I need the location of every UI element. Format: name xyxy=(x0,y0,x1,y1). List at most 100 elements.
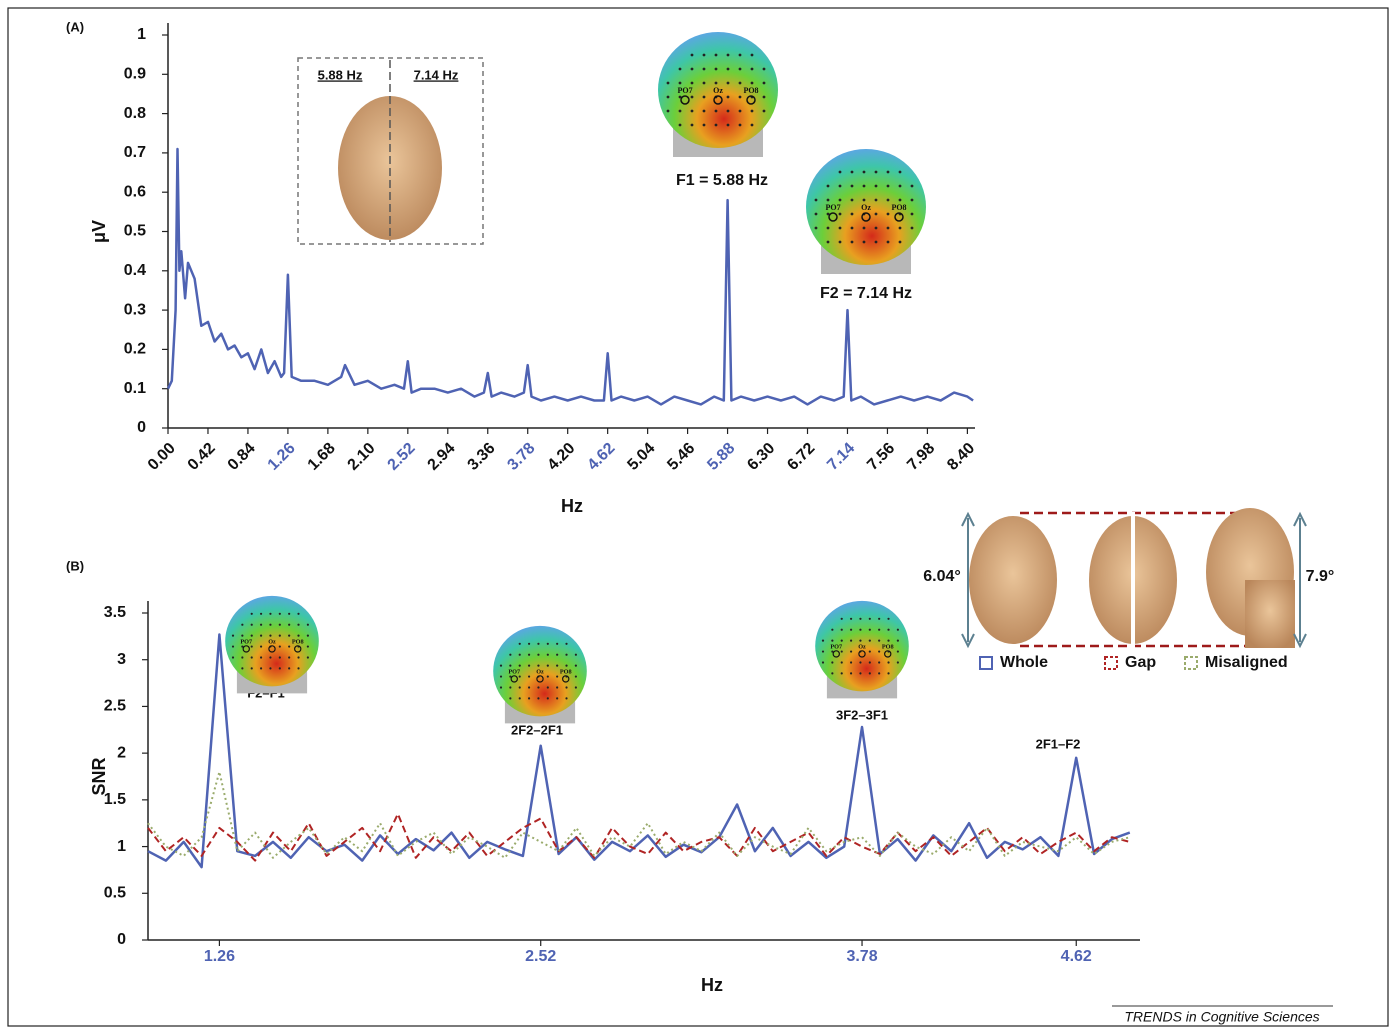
electrode xyxy=(822,640,824,642)
electrode xyxy=(878,650,880,652)
electrode xyxy=(279,645,281,647)
electrode xyxy=(679,82,682,85)
electrode xyxy=(537,654,539,656)
face-misaligned xyxy=(1245,580,1295,648)
legend-swatch xyxy=(1185,657,1197,669)
electrode xyxy=(307,635,309,637)
electrode xyxy=(269,635,271,637)
x-tick-label: 2.52 xyxy=(385,440,419,474)
x-tick-label: 0.84 xyxy=(225,440,259,474)
electrode-label: Oz xyxy=(536,668,544,675)
electrode xyxy=(739,124,742,127)
electrode xyxy=(232,645,234,647)
electrode xyxy=(519,665,521,667)
electrode xyxy=(859,672,861,674)
x-tick-label: 5.88 xyxy=(704,440,738,474)
electrode xyxy=(528,675,530,677)
y-axis-title: SNR xyxy=(89,757,109,795)
electrode xyxy=(850,629,852,631)
electrode xyxy=(279,613,281,615)
electrode xyxy=(869,650,871,652)
electrode xyxy=(528,665,530,667)
electrode xyxy=(763,110,766,113)
electrode xyxy=(727,96,730,99)
x-tick-label: 6.72 xyxy=(784,440,818,474)
electrode xyxy=(565,654,567,656)
electrode xyxy=(763,68,766,71)
electrode xyxy=(841,672,843,674)
electrode xyxy=(911,213,914,216)
annotation: F2 = 7.14 Hz xyxy=(820,285,912,302)
electrode xyxy=(307,624,309,626)
electrode xyxy=(869,672,871,674)
inset-label: 7.14 Hz xyxy=(414,67,459,82)
electrode xyxy=(887,241,890,244)
y-tick-label: 0.6 xyxy=(124,183,146,200)
electrode xyxy=(679,68,682,71)
electrode xyxy=(260,645,262,647)
electrode xyxy=(875,241,878,244)
panel-label: (B) xyxy=(66,558,84,573)
electrode xyxy=(703,68,706,71)
electrode xyxy=(260,613,262,615)
electrode xyxy=(241,656,243,658)
electrode xyxy=(691,82,694,85)
electrode-label: Oz xyxy=(861,203,871,212)
electrode xyxy=(565,665,567,667)
electrode xyxy=(269,667,271,669)
annotation: 2F2–2F1 xyxy=(511,722,563,737)
electrode xyxy=(827,199,830,202)
electrode xyxy=(288,635,290,637)
electrode xyxy=(859,661,861,663)
electrode xyxy=(763,96,766,99)
electrode xyxy=(279,624,281,626)
y-tick-label: 0.9 xyxy=(124,66,146,83)
electrode xyxy=(850,640,852,642)
stimulus-size: 6.04° xyxy=(923,568,961,585)
stimulus-size: 7.9° xyxy=(1306,568,1335,585)
legend-label: Misaligned xyxy=(1205,654,1288,671)
x-tick-label: 2.94 xyxy=(425,440,459,474)
topography: PO7OzPO8 xyxy=(658,32,778,157)
electrode xyxy=(863,171,866,174)
electrode xyxy=(831,672,833,674)
annotation: 3F2–3F1 xyxy=(836,707,888,722)
electrode xyxy=(547,665,549,667)
x-tick-label: 0.00 xyxy=(145,440,179,474)
electrode xyxy=(869,629,871,631)
electrode xyxy=(815,227,818,230)
x-tick-label: 1.26 xyxy=(265,440,299,474)
x-tick-label: 5.04 xyxy=(624,440,658,474)
electrode xyxy=(288,645,290,647)
electrode xyxy=(547,686,549,688)
electrode-label: PO8 xyxy=(743,86,758,95)
electrode xyxy=(863,227,866,230)
y-tick-label: 0.8 xyxy=(124,105,146,122)
electrode xyxy=(251,613,253,615)
annotation: 2F1–F2 xyxy=(1036,736,1081,751)
electrode xyxy=(851,185,854,188)
y-tick-label: 0.7 xyxy=(124,144,146,161)
electrode xyxy=(519,643,521,645)
electrode xyxy=(899,241,902,244)
topography: PO7OzPO8 xyxy=(815,601,909,699)
electrode xyxy=(863,199,866,202)
electrode xyxy=(887,661,889,663)
electrode-label: PO7 xyxy=(677,86,692,95)
y-tick-label: 1 xyxy=(137,26,146,43)
figure-frame xyxy=(8,8,1388,1026)
electrode xyxy=(251,656,253,658)
electrode xyxy=(715,82,718,85)
electrode xyxy=(831,661,833,663)
electrode xyxy=(727,54,730,57)
electrode xyxy=(850,650,852,652)
electrode xyxy=(679,110,682,113)
electrode xyxy=(899,199,902,202)
electrode xyxy=(537,665,539,667)
electrode xyxy=(899,227,902,230)
electrode xyxy=(691,96,694,99)
electrode xyxy=(887,199,890,202)
electrode xyxy=(751,82,754,85)
x-tick-label: 7.98 xyxy=(904,440,938,474)
inset-label: 5.88 Hz xyxy=(318,67,363,82)
